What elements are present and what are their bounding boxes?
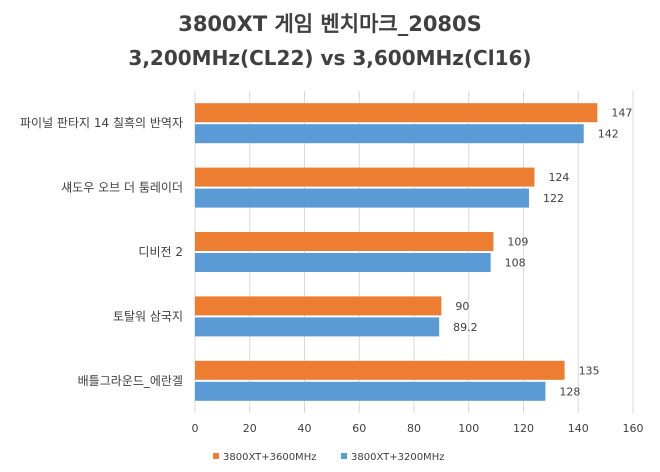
bar-blue xyxy=(195,188,529,208)
data-label: 135 xyxy=(579,364,600,377)
x-tick-label: 140 xyxy=(568,422,589,435)
legend-label: 3800XT+3600MHz xyxy=(223,452,316,463)
data-label: 128 xyxy=(559,385,580,398)
x-tick-label: 60 xyxy=(352,422,366,435)
data-label: 124 xyxy=(548,171,569,184)
legend-swatch xyxy=(213,453,219,459)
data-label: 90 xyxy=(455,300,469,313)
bar-orange xyxy=(195,232,494,251)
x-tick-label: 80 xyxy=(407,422,421,435)
chart-subtitle: 3,200MHz(CL22) vs 3,600MHz(Cl16) xyxy=(128,46,532,70)
data-label: 122 xyxy=(543,192,564,205)
chart-title: 3800XT 게임 벤치마크_2080S xyxy=(178,12,482,36)
category-label: 토탈워 삼국지 xyxy=(113,309,183,323)
bar-blue xyxy=(195,253,491,272)
legend-label: 3800XT+3200MHz xyxy=(351,452,444,463)
x-tick-label: 160 xyxy=(623,422,644,435)
x-tick-label: 0 xyxy=(192,422,199,435)
legend-swatch xyxy=(341,453,347,459)
category-label: 디비전 2 xyxy=(138,245,183,259)
x-tick-label: 100 xyxy=(458,422,479,435)
category-label: 파이널 판타지 14 칠흑의 반역자 xyxy=(20,116,183,130)
x-tick-label: 120 xyxy=(513,422,534,435)
x-tick-label: 20 xyxy=(243,422,257,435)
bar-orange xyxy=(195,360,565,380)
data-label: 109 xyxy=(507,236,528,249)
data-label: 89.2 xyxy=(453,321,478,334)
category-label: 섀도우 오브 더 툼레이더 xyxy=(61,181,183,195)
bar-orange xyxy=(195,296,442,316)
data-label: 142 xyxy=(598,128,619,141)
category-label: 배틀그라운드_에란겔 xyxy=(78,374,183,388)
bar-blue xyxy=(195,381,546,401)
bar-orange xyxy=(195,103,598,123)
bar-blue xyxy=(195,124,584,144)
data-label: 147 xyxy=(611,107,632,120)
data-label: 108 xyxy=(505,257,526,270)
x-tick-label: 40 xyxy=(298,422,312,435)
bar-blue xyxy=(195,317,440,337)
bar-orange xyxy=(195,167,535,187)
